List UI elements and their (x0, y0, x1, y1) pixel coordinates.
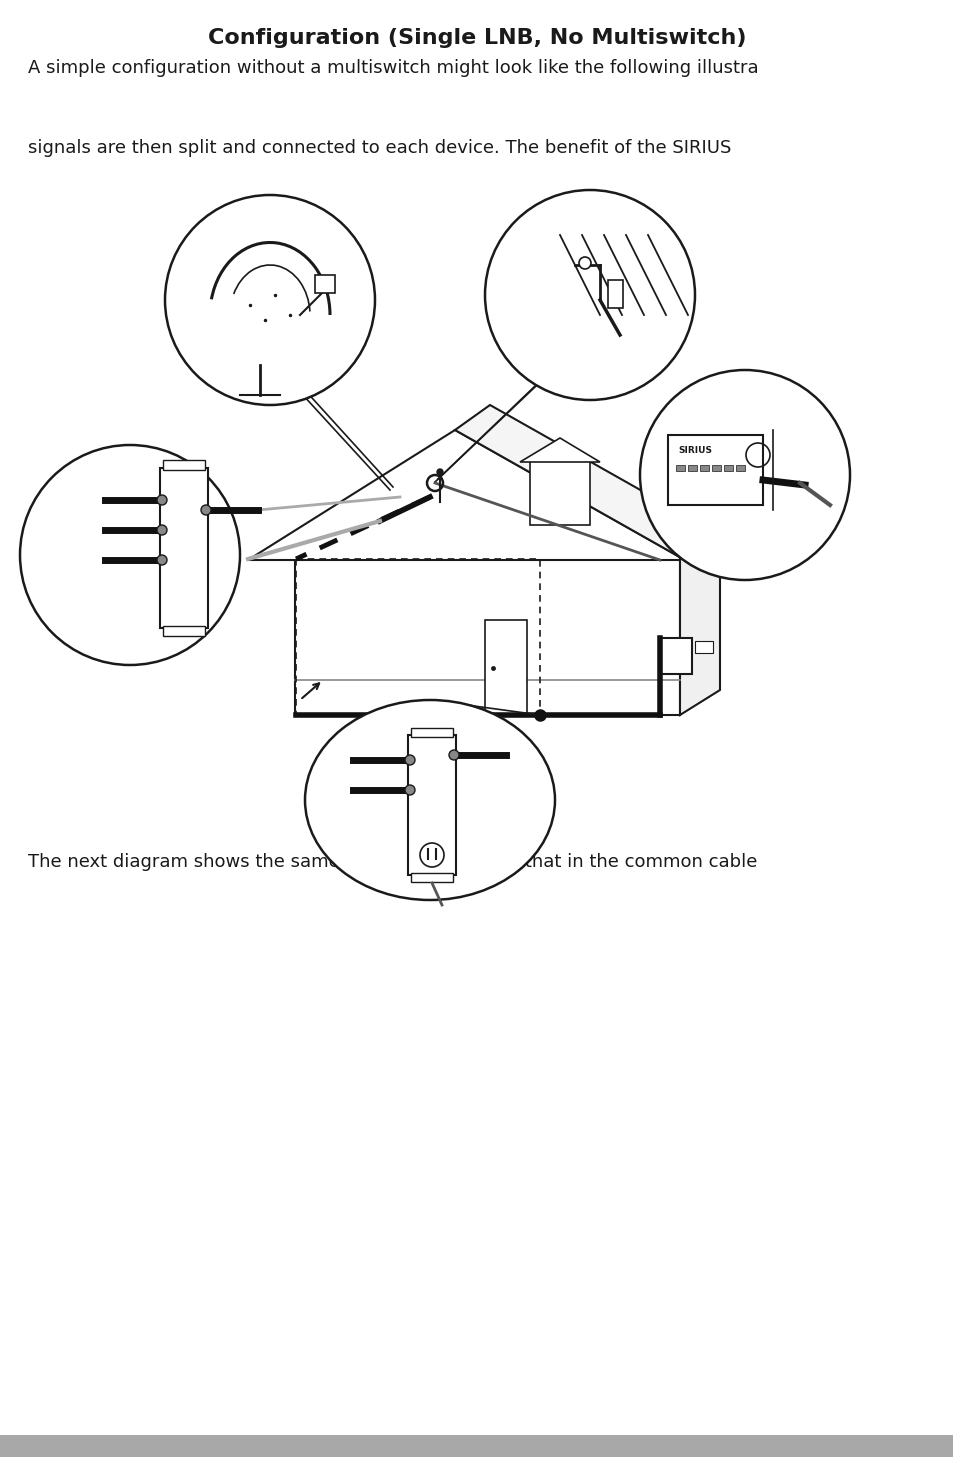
Bar (314, 274, 335, 294)
Bar (484, 620, 526, 715)
Text: A simple configuration without a multiswitch might look like the following illus: A simple configuration without a multisw… (28, 59, 758, 77)
Polygon shape (455, 406, 720, 560)
Bar (667, 435, 762, 504)
Polygon shape (679, 530, 720, 715)
Circle shape (419, 844, 443, 867)
Circle shape (157, 555, 167, 565)
Bar (295, 559, 539, 715)
Bar (163, 460, 205, 471)
Bar (723, 465, 732, 471)
Polygon shape (248, 431, 684, 560)
Circle shape (157, 525, 167, 535)
Bar (408, 735, 456, 875)
Circle shape (484, 190, 695, 400)
Bar (0, 1435, 953, 1457)
Circle shape (157, 496, 167, 504)
Bar (695, 642, 712, 653)
Circle shape (20, 445, 240, 665)
Text: SIRIUS: SIRIUS (678, 445, 711, 454)
Text: The next diagram shows the same configuration. Note that in the common cable: The next diagram shows the same configur… (28, 853, 757, 872)
Bar (687, 465, 697, 471)
Circle shape (578, 257, 590, 268)
Circle shape (165, 195, 375, 406)
Circle shape (449, 749, 458, 760)
Circle shape (405, 755, 415, 766)
Bar (700, 465, 708, 471)
Circle shape (405, 785, 415, 795)
Text: Configuration (Single LNB, No Multiswitch): Configuration (Single LNB, No Multiswitc… (208, 28, 745, 49)
Circle shape (639, 370, 849, 580)
Polygon shape (530, 460, 589, 525)
Circle shape (201, 504, 211, 515)
Bar (735, 465, 744, 471)
Bar (659, 639, 691, 674)
Polygon shape (519, 438, 599, 462)
Bar (294, 555, 679, 715)
Bar (607, 280, 622, 308)
Text: signals are then split and connected to each device. The benefit of the SIRIUS: signals are then split and connected to … (28, 139, 731, 156)
Ellipse shape (305, 701, 555, 900)
Bar (411, 729, 453, 738)
Bar (676, 465, 684, 471)
Bar (163, 625, 205, 636)
Circle shape (436, 469, 442, 475)
Bar (160, 468, 208, 628)
Bar (711, 465, 720, 471)
Bar (411, 873, 453, 882)
